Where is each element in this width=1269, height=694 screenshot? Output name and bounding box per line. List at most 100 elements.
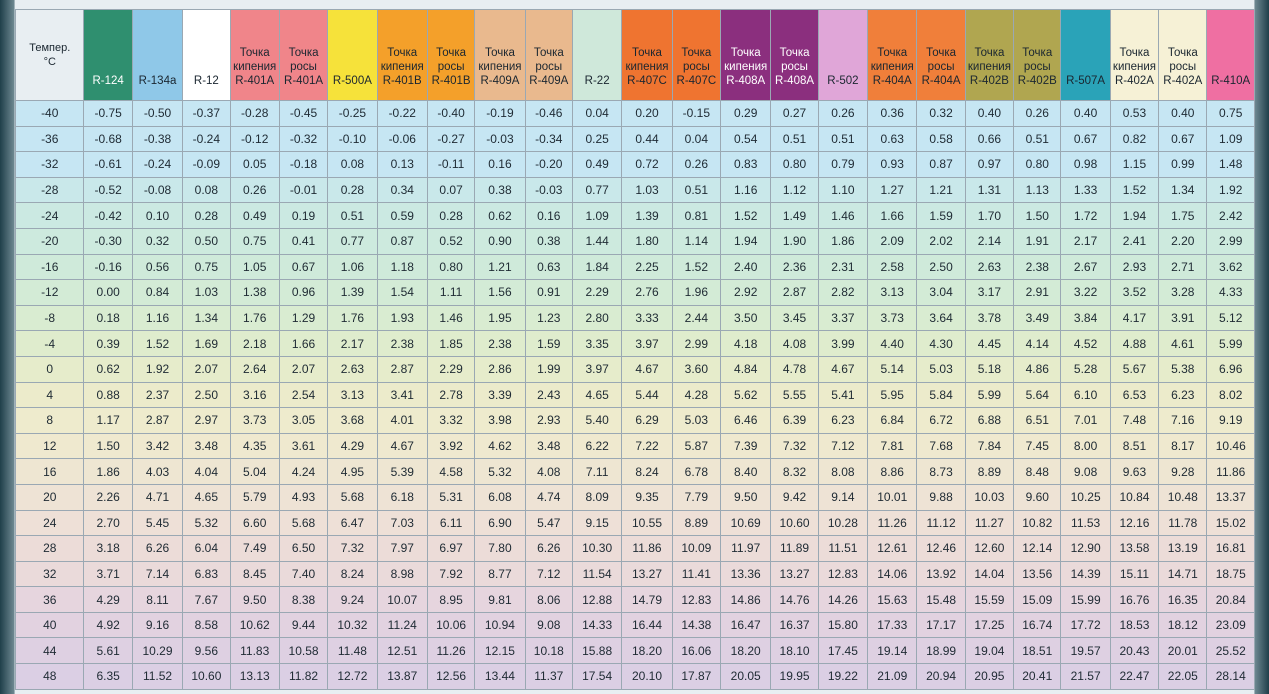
pressure-cell: 18.12 xyxy=(1158,611,1208,639)
pressure-cell: 12.51 xyxy=(376,637,428,665)
pressure-cell: 3.60 xyxy=(671,355,722,383)
pressure-cell: 0.75 xyxy=(1206,100,1255,127)
pressure-cell: 14.71 xyxy=(1158,560,1208,588)
pressure-cell: 12.15 xyxy=(474,637,526,665)
pressure-cell: 16.44 xyxy=(621,611,673,639)
pressure-cell: 18.20 xyxy=(720,637,772,665)
pressure-cell: -0.45 xyxy=(278,100,329,127)
pressure-cell: 14.26 xyxy=(817,586,869,613)
pressure-cell: 0.67 xyxy=(278,253,329,281)
table-row: 24 2.70 5.45 5.32 6.60 5.68 6.47 7.03 6.11 6.90 5.… xyxy=(14,509,1255,537)
pressure-cell: 0.38 xyxy=(474,176,526,204)
pressure-cell: 0.10 xyxy=(131,202,184,229)
pressure-cell: 3.50 xyxy=(720,304,772,332)
pressure-cell: 1.05 xyxy=(229,253,280,281)
pressure-cell: 12.72 xyxy=(327,663,378,690)
pressure-cell: -0.20 xyxy=(524,151,573,178)
pressure-cell: 23.09 xyxy=(1206,611,1255,639)
pressure-cell: 19.04 xyxy=(964,637,1015,665)
pressure-cell: 2.93 xyxy=(524,407,573,434)
pressure-cell: -0.61 xyxy=(83,151,133,178)
pressure-cell: 0.13 xyxy=(376,151,428,178)
pressure-cell: -0.15 xyxy=(671,100,722,127)
pressure-cell: 0.08 xyxy=(327,151,378,178)
pressure-cell: 5.40 xyxy=(571,407,623,434)
pressure-cell: 2.09 xyxy=(867,227,918,255)
pressure-cell: 3.97 xyxy=(621,330,673,357)
pressure-cell: 1.86 xyxy=(83,458,133,485)
pressure-cell: 5.84 xyxy=(916,381,966,409)
pressure-cell: 2.80 xyxy=(571,304,623,332)
pressure-cell: 8.00 xyxy=(1060,432,1111,460)
pressure-cell: 0.80 xyxy=(1013,151,1062,178)
pressure-cell: 11.26 xyxy=(426,637,476,665)
pressure-cell: 4.86 xyxy=(1013,355,1062,383)
pressure-cell: 7.32 xyxy=(770,432,819,460)
pressure-cell: 4.58 xyxy=(426,458,476,485)
pressure-cell: 6.83 xyxy=(182,560,231,588)
pressure-cell: 11.78 xyxy=(1158,509,1208,537)
pressure-cell: 5.38 xyxy=(1158,355,1208,383)
pressure-cell: 6.22 xyxy=(571,432,623,460)
pressure-cell: 3.16 xyxy=(229,381,280,409)
pressure-cell: 2.82 xyxy=(817,279,869,306)
pressure-cell: 6.26 xyxy=(131,535,184,562)
column-header-label: Точка росы R-402A xyxy=(1163,47,1203,87)
pressure-cell: 14.39 xyxy=(1060,560,1111,588)
pressure-cell: 0.05 xyxy=(229,151,280,178)
pressure-cell: 3.73 xyxy=(229,407,280,434)
pressure-cell: 5.28 xyxy=(1060,355,1111,383)
pressure-cell: 5.03 xyxy=(916,355,966,383)
pressure-cell: 6.53 xyxy=(1109,381,1160,409)
pressure-cell: 15.02 xyxy=(1206,509,1255,537)
table-row: 36 4.29 8.11 7.67 9.50 8.38 9.24 10.07 8.95 9.81 8… xyxy=(14,586,1255,613)
column-header-label: Точка кипения R-401B xyxy=(380,47,424,87)
pressure-cell: 10.82 xyxy=(1013,509,1062,537)
pressure-cell: 12.88 xyxy=(571,586,623,613)
pressure-cell: 1.95 xyxy=(474,304,526,332)
pressure-cell: 1.91 xyxy=(1013,227,1062,255)
pressure-cell: 0.00 xyxy=(83,279,133,306)
pressure-cell: 3.62 xyxy=(1206,253,1255,281)
pressure-cell: 1.21 xyxy=(916,176,966,204)
pressure-cell: 0.51 xyxy=(817,125,869,153)
pressure-cell: 0.40 xyxy=(964,100,1015,127)
pressure-cell: 5.45 xyxy=(131,509,184,537)
column-header: R-134a xyxy=(131,9,184,101)
pressure-cell: 13.44 xyxy=(474,663,526,690)
pressure-cell: 5.32 xyxy=(474,458,526,485)
pressure-cell: 3.52 xyxy=(1109,279,1160,306)
column-header: R-410A xyxy=(1206,9,1255,101)
pressure-cell: 21.09 xyxy=(867,663,918,690)
pressure-cell: 6.78 xyxy=(671,458,722,485)
table-row: -4 0.39 1.52 1.69 2.18 1.66 2.17 2.38 1.85 2.38 1.… xyxy=(14,330,1255,357)
table-row: -32 -0.61 -0.24 -0.09 0.05 -0.18 0.08 0.13 -0.11… xyxy=(14,151,1255,178)
pressure-cell: 10.69 xyxy=(720,509,772,537)
pressure-cell: 6.72 xyxy=(916,407,966,434)
pressure-cell: 0.51 xyxy=(327,202,378,229)
pressure-cell: 8.73 xyxy=(916,458,966,485)
pressure-cell: 4.29 xyxy=(83,586,133,613)
pressure-cell: 0.39 xyxy=(83,330,133,357)
column-header: Точка росы R-401A xyxy=(278,9,329,101)
pressure-cell: 1.69 xyxy=(182,330,231,357)
pressure-cell: 0.29 xyxy=(720,100,772,127)
pressure-cell: 5.67 xyxy=(1109,355,1160,383)
pressure-cell: 2.78 xyxy=(426,381,476,409)
pressure-cell: 18.75 xyxy=(1206,560,1255,588)
temperature-cell: -36 xyxy=(14,125,85,153)
temperature-cell: 32 xyxy=(14,560,85,588)
pressure-cell: 7.81 xyxy=(867,432,918,460)
pressure-cell: 12.90 xyxy=(1060,535,1111,562)
pressure-cell: -0.30 xyxy=(83,227,133,255)
pressure-cell: 0.66 xyxy=(964,125,1015,153)
pressure-cell: 15.59 xyxy=(964,586,1015,613)
column-header-label: Точка росы R-408A xyxy=(775,47,815,87)
pressure-cell: 4.03 xyxy=(131,458,184,485)
pressure-cell: -0.37 xyxy=(182,100,231,127)
pressure-cell: 0.81 xyxy=(671,202,722,229)
pressure-cell: 10.06 xyxy=(426,611,476,639)
pressure-cell: 0.28 xyxy=(426,202,476,229)
pressure-cell: 2.99 xyxy=(1206,227,1255,255)
pressure-cell: 8.40 xyxy=(720,458,772,485)
